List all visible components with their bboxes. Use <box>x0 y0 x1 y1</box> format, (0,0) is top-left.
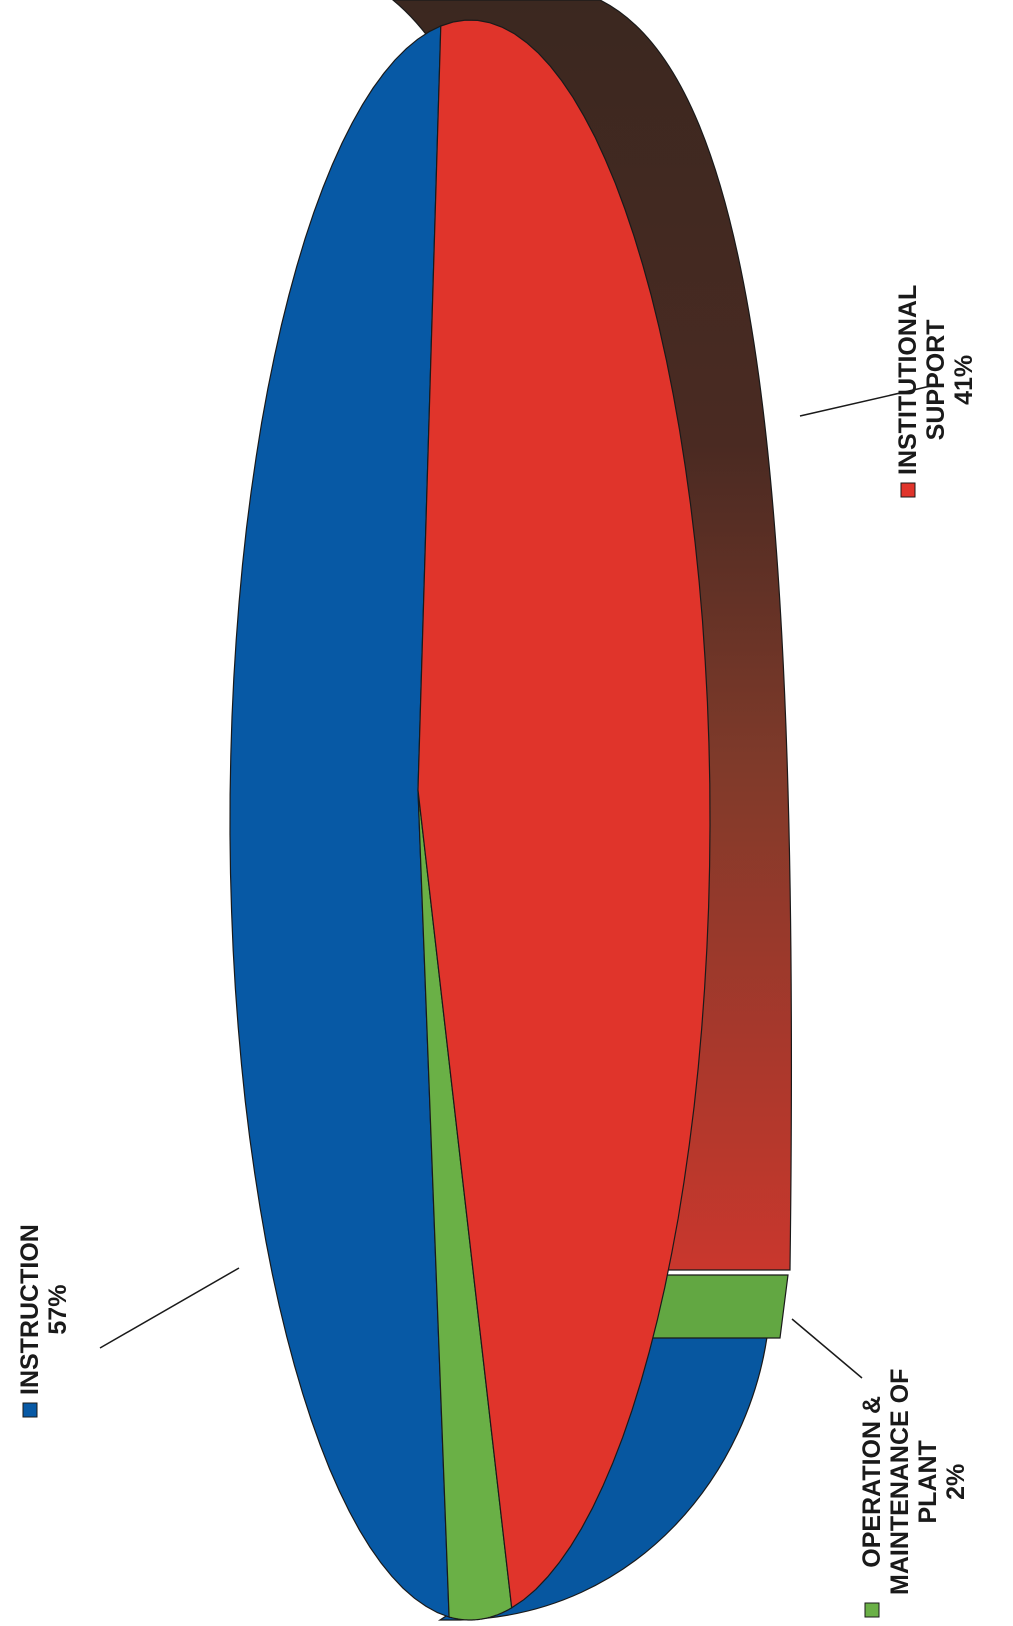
legend-marker-institutional <box>900 482 916 498</box>
label-operation-maintenance: OPERATION & MAINTENANCE OF PLANT 2% <box>858 1369 970 1618</box>
label-instruction-line: INSTRUCTION <box>16 1224 44 1395</box>
label-institutional-support-line: SUPPORT <box>922 319 950 440</box>
leader-line-operation <box>791 1318 863 1379</box>
pie-slice-instruction <box>229 25 450 1618</box>
leader-line-institutional <box>799 384 936 417</box>
label-instruction-line: 57% <box>44 1285 72 1335</box>
label-institutional-support-line: INSTITUTIONAL <box>894 285 922 475</box>
pie-slice-institutional-support <box>417 19 711 1609</box>
label-instruction: INSTRUCTION 57% <box>16 1224 72 1418</box>
label-operation-maintenance-line: 2% <box>942 1464 970 1500</box>
legend-marker-operation <box>864 1602 880 1618</box>
legend-marker-instruction <box>22 1402 38 1418</box>
label-institutional-support-line: 41% <box>950 355 978 405</box>
label-operation-maintenance-line: PLANT <box>914 1440 942 1523</box>
label-institutional-support: INSTITUTIONAL SUPPORT 41% <box>894 285 978 498</box>
label-operation-maintenance-line: MAINTENANCE OF <box>886 1369 914 1595</box>
leader-line-instruction <box>99 1267 240 1349</box>
label-operation-maintenance-line: OPERATION & <box>858 1396 886 1568</box>
